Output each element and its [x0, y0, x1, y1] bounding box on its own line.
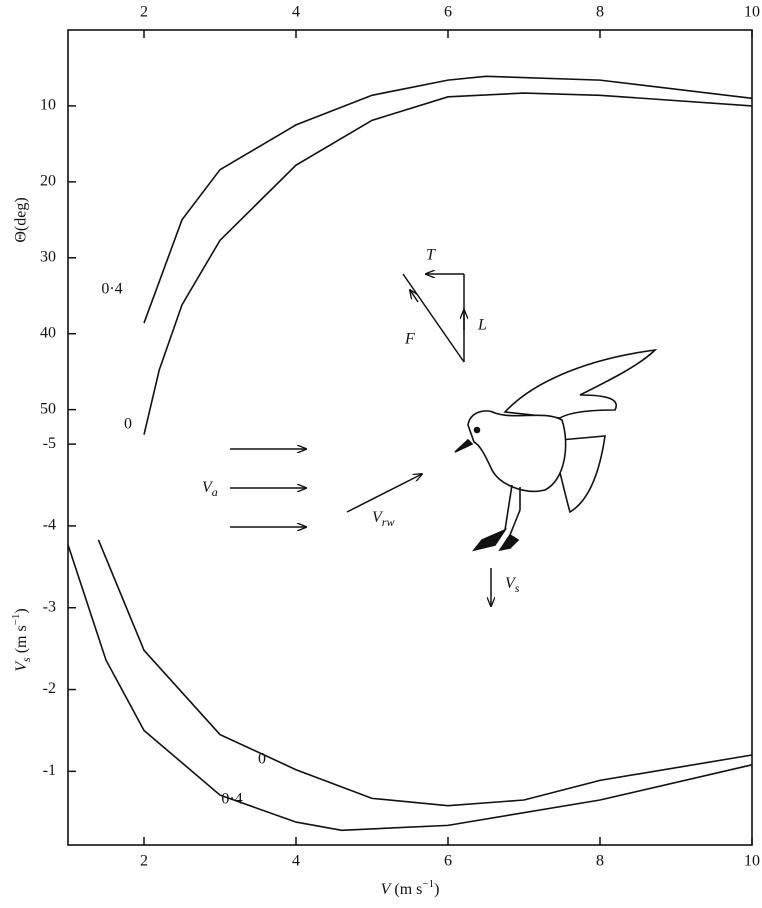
curve-label: 0·4: [221, 791, 242, 808]
curve: [143, 75, 753, 324]
label-sub: s: [19, 657, 33, 662]
y-axis-label: Vs (m s−1): [10, 608, 33, 672]
annotation: Vrw: [372, 509, 394, 529]
label-part: ): [13, 608, 30, 613]
label-part: (m s: [390, 881, 422, 898]
label-sup: −1: [10, 614, 22, 626]
force-diagram: [230, 274, 491, 606]
annotation-part: V: [202, 479, 214, 496]
y-tick-label: 10: [40, 97, 56, 114]
x-tick-label: 2: [140, 4, 148, 21]
curve: [97, 539, 753, 807]
y-tick-label: -3: [43, 598, 56, 615]
annotation-part: V: [372, 509, 384, 526]
curve-label: 0: [124, 416, 132, 433]
label-part: ): [434, 881, 439, 898]
label-sup: −1: [422, 878, 434, 890]
y-tick-label: -5: [43, 435, 56, 452]
annotation: Va: [202, 479, 218, 499]
annotation: Vs: [505, 575, 520, 595]
annotation-sub: s: [515, 581, 520, 595]
bird: [454, 348, 658, 552]
y-tick-label: 20: [40, 173, 56, 190]
x-tick-label: 8: [596, 853, 604, 870]
x-tick-label: 8: [596, 4, 604, 21]
label-part: V: [13, 660, 30, 672]
curve: [143, 92, 753, 435]
label-part: V: [381, 881, 393, 898]
x-tick-label: 10: [744, 4, 760, 21]
x-tick-label: 6: [444, 4, 452, 21]
annotation-sub: a: [212, 485, 218, 499]
curve: [67, 544, 753, 832]
y-tick-label: 30: [40, 248, 56, 265]
x-tick-label: 4: [292, 4, 300, 21]
label-part: (m s: [13, 625, 30, 657]
x-tick-label: 6: [444, 853, 452, 870]
x-tick-label: 4: [292, 853, 300, 870]
y-tick-label: 50: [40, 400, 56, 417]
x-tick-label: 10: [744, 853, 760, 870]
y-tick-label: -4: [43, 517, 56, 534]
x-axis-label: V (m s−1): [381, 878, 440, 898]
curve-label: 0: [258, 751, 266, 768]
annotation-sub: rw: [382, 515, 395, 529]
y-tick-label: -2: [43, 680, 56, 697]
frame: [67, 29, 753, 846]
annotation: L: [477, 317, 487, 334]
curve-label: 0·4: [101, 281, 122, 298]
annotation: T: [426, 247, 436, 264]
annotation: F: [404, 331, 415, 348]
annotation-part: V: [505, 575, 517, 592]
x-tick-label: 2: [140, 853, 148, 870]
y-tick-label: 40: [40, 324, 56, 341]
y-tick-label: -1: [43, 762, 56, 779]
y-axis-label: Θ(deg): [13, 197, 30, 242]
